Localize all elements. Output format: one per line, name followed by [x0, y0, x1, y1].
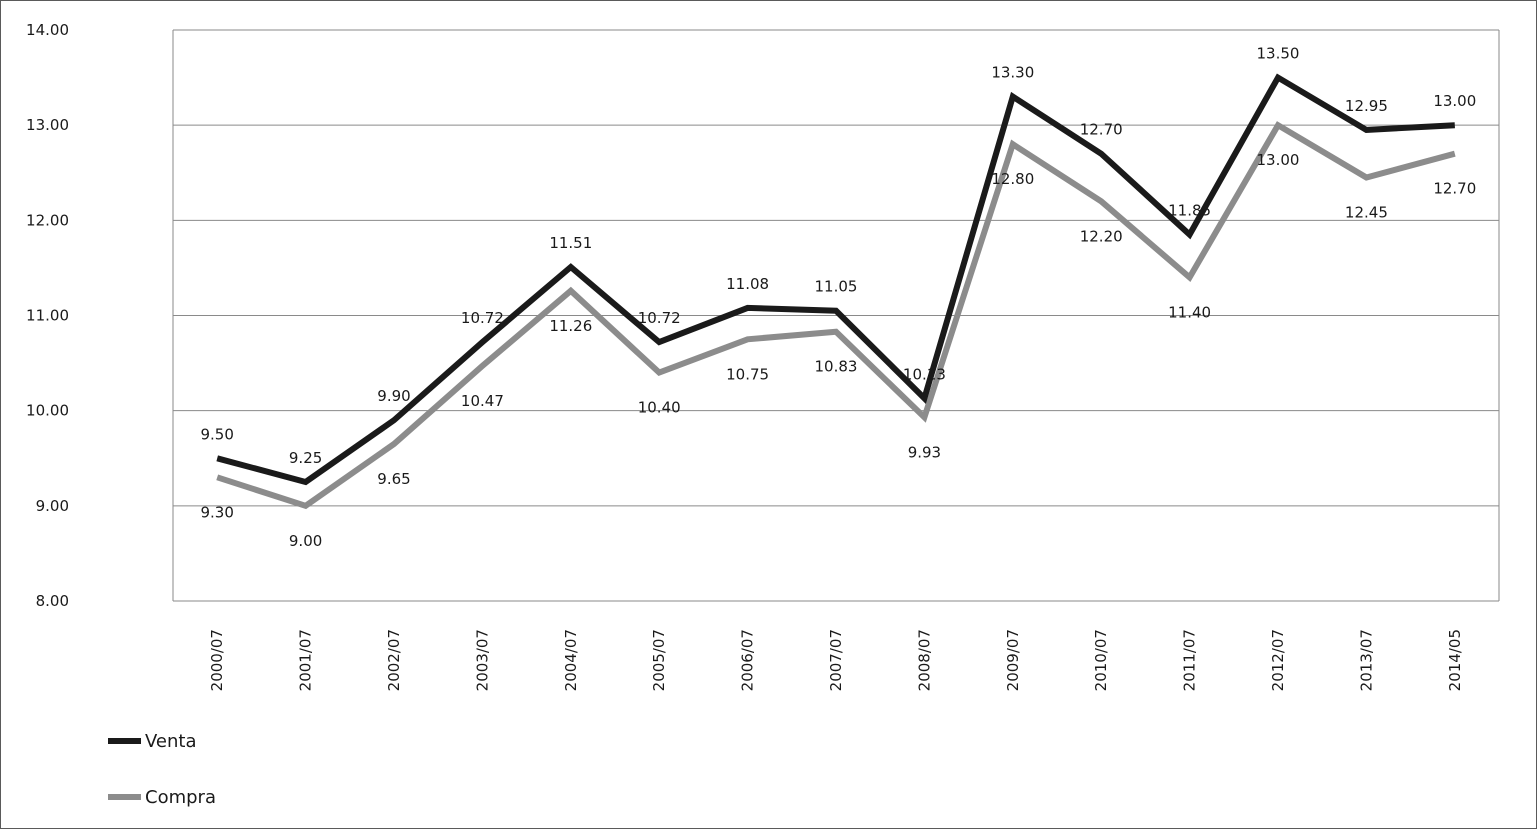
x-tick-label: 2000/07 [208, 629, 226, 691]
data-label-venta: 12.95 [1345, 97, 1388, 115]
data-label-compra: 10.47 [461, 392, 504, 410]
data-label-venta: 12.70 [1080, 121, 1123, 139]
data-label-venta: 9.50 [200, 425, 233, 443]
data-label-compra: 12.70 [1433, 180, 1476, 198]
data-label-compra: 10.40 [638, 399, 681, 417]
data-label-venta: 10.72 [461, 309, 504, 327]
data-label-venta: 13.00 [1433, 92, 1476, 110]
data-label-compra: 10.83 [815, 358, 858, 376]
y-tick-label: 10.00 [26, 402, 69, 420]
data-labels: 9.50 9.25 9.90 10.72 11.51 10.72 11.08 11.05 10.… [200, 45, 1476, 550]
x-axis: 2000/07 2001/07 2002/07 2003/07 2004/07 2005/… [208, 629, 1464, 691]
x-tick-label: 2003/07 [473, 629, 491, 691]
gridlines [172, 29, 1500, 602]
y-tick-label: 12.00 [26, 211, 69, 229]
data-label-compra: 12.45 [1345, 204, 1388, 222]
series-line-venta [216, 73, 1455, 486]
legend-label-venta: Venta [145, 731, 197, 752]
x-tick-label: 2005/07 [650, 629, 668, 691]
data-label-compra: 9.30 [200, 503, 233, 521]
series-line-compra [216, 121, 1456, 510]
y-axis: 8.00 9.00 10.00 11.00 12.00 13.00 14.00 [26, 21, 69, 610]
y-tick-label: 14.00 [26, 21, 69, 39]
x-tick-label: 2009/07 [1004, 629, 1022, 691]
x-tick-label: 2008/07 [915, 629, 933, 691]
data-label-venta: 11.85 [1168, 202, 1211, 220]
legend-label-compra: Compra [145, 787, 216, 808]
data-label-venta: 10.72 [638, 309, 681, 327]
data-label-compra: 9.00 [289, 532, 322, 550]
data-label-venta: 10.13 [903, 365, 946, 383]
legend: Venta Compra [108, 731, 216, 808]
x-tick-label: 2012/07 [1269, 629, 1287, 691]
data-label-venta: 11.08 [726, 275, 769, 293]
y-tick-label: 8.00 [36, 592, 69, 610]
data-label-compra: 11.26 [549, 317, 592, 335]
data-label-venta: 13.50 [1257, 45, 1300, 63]
data-label-compra: 12.20 [1080, 227, 1123, 245]
data-label-venta: 11.51 [549, 234, 592, 252]
data-label-compra: 9.93 [908, 443, 941, 461]
data-label-compra: 11.40 [1168, 303, 1211, 321]
x-tick-label: 2001/07 [297, 629, 315, 691]
y-tick-label: 13.00 [26, 116, 69, 134]
data-label-compra: 10.75 [726, 365, 769, 383]
data-label-venta: 9.90 [377, 387, 410, 405]
data-label-compra: 13.00 [1257, 151, 1300, 169]
x-tick-label: 2010/07 [1092, 629, 1110, 691]
data-label-compra: 12.80 [991, 170, 1034, 188]
data-label-venta: 9.25 [289, 449, 322, 467]
y-tick-label: 9.00 [36, 497, 69, 515]
x-tick-label: 2014/05 [1446, 629, 1464, 691]
data-label-venta: 11.05 [815, 278, 858, 296]
series-lines [216, 73, 1456, 510]
x-tick-label: 2013/07 [1357, 629, 1375, 691]
y-tick-label: 11.00 [26, 307, 69, 325]
data-label-venta: 13.30 [991, 64, 1034, 82]
x-tick-label: 2002/07 [385, 629, 403, 691]
x-tick-label: 2004/07 [562, 629, 580, 691]
x-tick-label: 2007/07 [827, 629, 845, 691]
x-tick-label: 2011/07 [1181, 629, 1199, 691]
x-tick-label: 2006/07 [739, 629, 757, 691]
data-label-compra: 9.65 [377, 470, 410, 488]
